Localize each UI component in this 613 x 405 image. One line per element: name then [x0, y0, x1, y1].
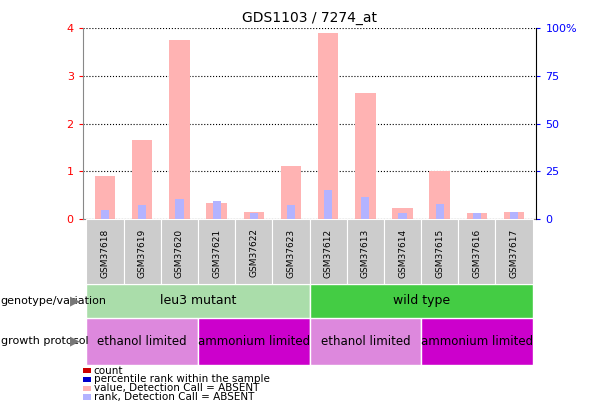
- Bar: [138, 205, 147, 219]
- Bar: [310, 318, 421, 364]
- Bar: [86, 219, 124, 284]
- Text: count: count: [94, 366, 123, 375]
- Bar: [421, 219, 459, 284]
- Bar: [310, 219, 347, 284]
- Text: GSM37613: GSM37613: [361, 228, 370, 278]
- Bar: [86, 284, 310, 318]
- Bar: [473, 213, 481, 219]
- Text: ▶: ▶: [70, 335, 80, 348]
- Bar: [287, 205, 295, 219]
- Text: leu3 mutant: leu3 mutant: [160, 294, 236, 307]
- Bar: [398, 213, 406, 219]
- Bar: [213, 200, 221, 219]
- Bar: [466, 213, 487, 219]
- Bar: [175, 199, 183, 219]
- Bar: [249, 213, 258, 219]
- Bar: [347, 219, 384, 284]
- Text: GSM37621: GSM37621: [212, 228, 221, 277]
- Text: percentile rank within the sample: percentile rank within the sample: [94, 375, 270, 384]
- Bar: [510, 211, 518, 219]
- Bar: [430, 171, 450, 219]
- Text: GSM37616: GSM37616: [473, 228, 481, 278]
- Bar: [124, 219, 161, 284]
- Text: GSM37617: GSM37617: [509, 228, 519, 278]
- Text: GSM37622: GSM37622: [249, 228, 258, 277]
- Bar: [235, 219, 272, 284]
- Bar: [169, 40, 189, 219]
- Title: GDS1103 / 7274_at: GDS1103 / 7274_at: [242, 11, 377, 25]
- Bar: [324, 190, 332, 219]
- Text: value, Detection Call = ABSENT: value, Detection Call = ABSENT: [94, 384, 259, 393]
- Bar: [421, 318, 533, 364]
- Text: ammonium limited: ammonium limited: [421, 335, 533, 348]
- Bar: [436, 205, 444, 219]
- Text: GSM37619: GSM37619: [138, 228, 147, 278]
- Bar: [384, 219, 421, 284]
- Text: ethanol limited: ethanol limited: [321, 335, 410, 348]
- Text: growth protocol: growth protocol: [1, 336, 88, 346]
- Bar: [318, 33, 338, 219]
- Text: GSM37623: GSM37623: [286, 228, 295, 277]
- Text: wild type: wild type: [392, 294, 450, 307]
- Bar: [272, 219, 310, 284]
- Text: ethanol limited: ethanol limited: [97, 335, 187, 348]
- Bar: [459, 219, 495, 284]
- Bar: [95, 176, 115, 219]
- Bar: [392, 208, 413, 219]
- Bar: [207, 203, 227, 219]
- Bar: [310, 284, 533, 318]
- Bar: [243, 211, 264, 219]
- Bar: [161, 219, 198, 284]
- Text: GSM37620: GSM37620: [175, 228, 184, 277]
- Bar: [281, 166, 301, 219]
- Bar: [198, 318, 310, 364]
- Text: GSM37618: GSM37618: [101, 228, 110, 278]
- Bar: [355, 93, 376, 219]
- Text: GSM37615: GSM37615: [435, 228, 444, 278]
- Text: GSM37612: GSM37612: [324, 228, 333, 277]
- Bar: [132, 140, 153, 219]
- Text: ▶: ▶: [70, 294, 80, 307]
- Text: rank, Detection Call = ABSENT: rank, Detection Call = ABSENT: [94, 392, 254, 402]
- Bar: [101, 210, 109, 219]
- Bar: [198, 219, 235, 284]
- Bar: [361, 197, 370, 219]
- Text: GSM37614: GSM37614: [398, 228, 407, 277]
- Text: ammonium limited: ammonium limited: [198, 335, 310, 348]
- Bar: [504, 211, 524, 219]
- Text: genotype/variation: genotype/variation: [1, 296, 107, 306]
- Bar: [86, 318, 198, 364]
- Bar: [495, 219, 533, 284]
